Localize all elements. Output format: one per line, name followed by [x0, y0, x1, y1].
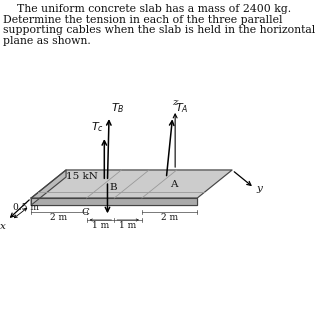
Text: plane as shown.: plane as shown.	[3, 36, 91, 45]
Text: y: y	[257, 183, 262, 193]
Text: 1 m: 1 m	[92, 221, 109, 230]
Text: C: C	[81, 208, 89, 217]
Text: x: x	[0, 222, 6, 231]
Text: Determine the tension in each of the three parallel: Determine the tension in each of the thr…	[3, 14, 282, 25]
Text: 2 m: 2 m	[50, 213, 68, 222]
Text: B: B	[110, 183, 117, 192]
Text: 15 kN: 15 kN	[66, 172, 98, 181]
Text: supporting cables when the slab is held in the horizontal: supporting cables when the slab is held …	[3, 25, 315, 35]
Text: The uniform concrete slab has a mass of 2400 kg.: The uniform concrete slab has a mass of …	[3, 4, 291, 14]
Polygon shape	[31, 170, 232, 198]
Text: $T_c$: $T_c$	[91, 120, 104, 134]
Text: 1 m: 1 m	[119, 221, 137, 230]
Text: 2 m: 2 m	[161, 213, 178, 222]
Text: 0.5 m: 0.5 m	[13, 204, 39, 212]
Text: $T_A$: $T_A$	[175, 102, 188, 116]
Text: z: z	[172, 98, 178, 107]
Polygon shape	[31, 170, 66, 205]
Text: A: A	[170, 180, 178, 189]
Polygon shape	[31, 198, 197, 205]
Text: $T_B$: $T_B$	[111, 101, 125, 115]
